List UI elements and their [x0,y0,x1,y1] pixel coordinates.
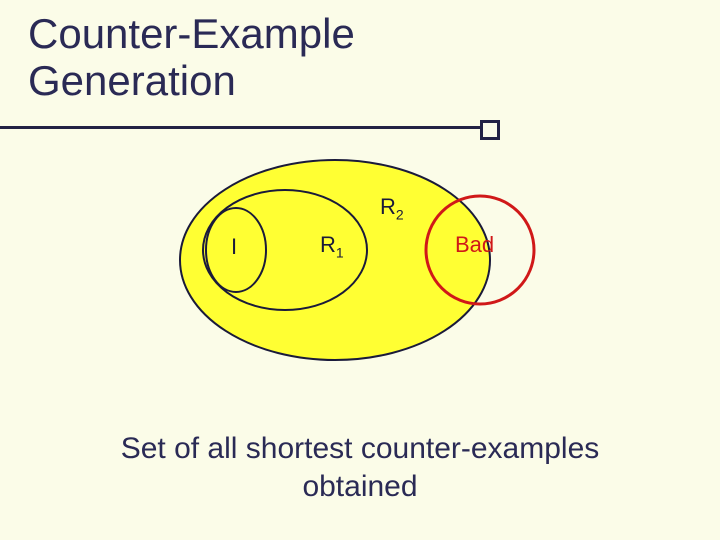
label-bad: Bad [455,232,494,258]
slide: Counter-ExampleGeneration R2 I R1 Bad Se… [0,0,720,540]
title-rule-notch [480,120,500,140]
label-r1: R1 [320,232,344,260]
diagram [0,150,720,410]
label-r2: R2 [380,194,404,222]
slide-title: Counter-ExampleGeneration [28,10,355,104]
diagram-svg [0,150,720,410]
title-rule [0,126,480,129]
caption: Set of all shortest counter-examplesobta… [0,430,720,505]
label-i: I [231,234,237,260]
